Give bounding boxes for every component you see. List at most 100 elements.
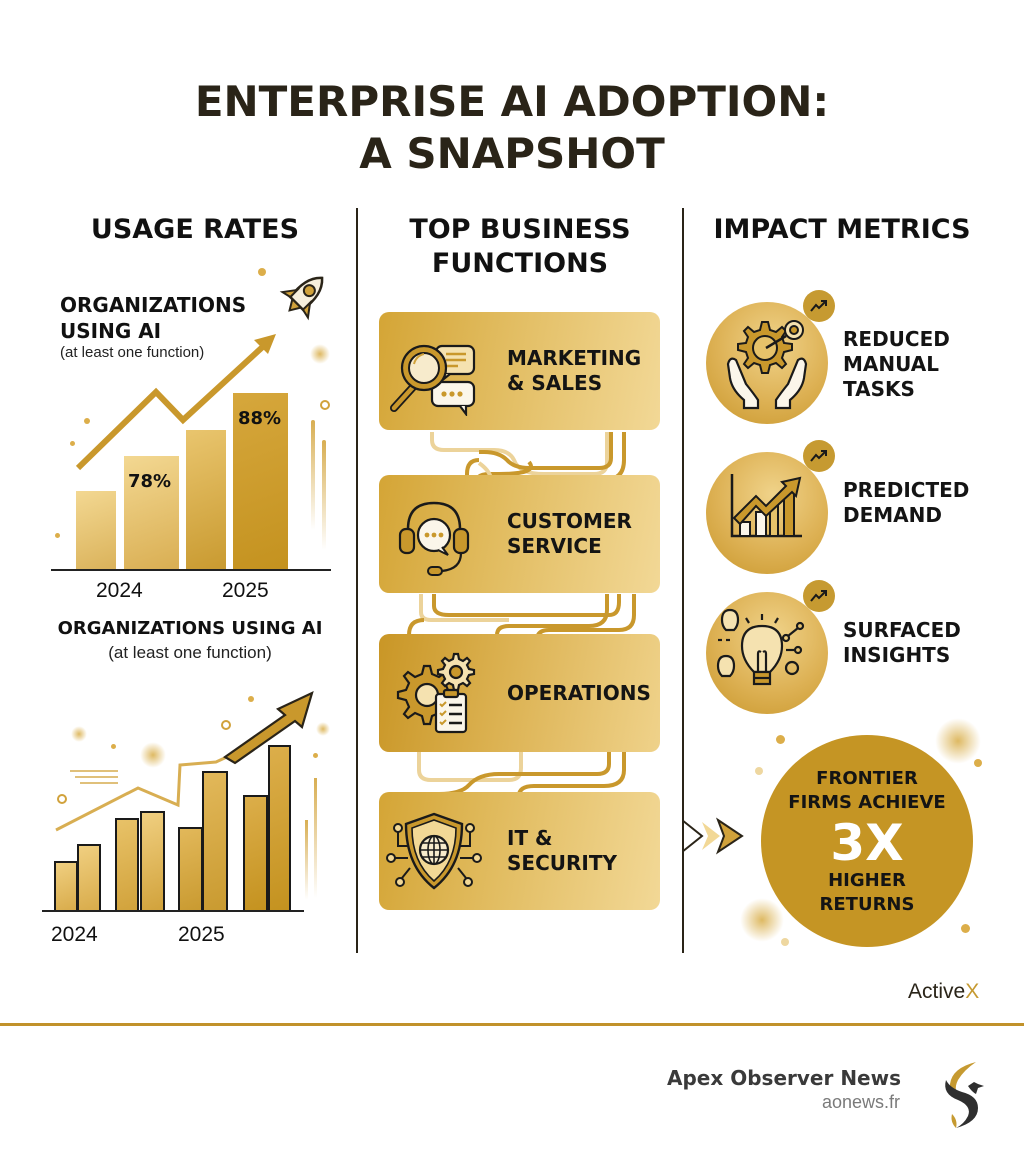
chart-2-bar <box>77 844 101 911</box>
chart-1-title-line-1: ORGANIZATIONS <box>60 293 247 317</box>
trend-up-badge-icon <box>803 290 835 322</box>
decor-dot <box>258 268 266 276</box>
chart-1-plot <box>0 0 350 570</box>
decor-line <box>314 778 317 898</box>
metric-label-line-1: PREDICTED <box>843 478 970 502</box>
decor-glow <box>140 742 166 768</box>
chart-2-x-axis <box>42 910 304 912</box>
decor-dot <box>70 441 75 446</box>
gears-checklist-icon <box>379 634 489 752</box>
decor-dot <box>961 924 970 933</box>
decor-dot <box>776 735 785 744</box>
double-chevron-icon <box>682 817 744 855</box>
usage-rates-heading: USAGE RATES <box>90 214 300 245</box>
decor-glow <box>310 344 330 364</box>
function-label: IT & SECURITY <box>507 826 617 876</box>
chart-2-bar <box>54 861 78 911</box>
decor-ring <box>57 794 67 804</box>
decor-dot <box>55 533 60 538</box>
function-card-customer-service: CUSTOMER SERVICE <box>379 475 660 593</box>
decor-glow <box>935 718 981 764</box>
impact-metric-reduced-manual-tasks: REDUCED MANUAL TASKS <box>706 290 1006 432</box>
shield-globe-icon <box>379 792 489 910</box>
metric-label: PREDICTED DEMAND <box>843 478 969 528</box>
brand-name: Apex Observer News <box>667 1066 901 1090</box>
chart-1-bar <box>233 393 288 570</box>
heading-line-1: TOP BUSINESS <box>409 214 631 245</box>
metric-label-line-1: SURFACED <box>843 618 961 642</box>
chart-1-bar <box>124 456 179 570</box>
frontier-firms-callout: FRONTIER FIRMS ACHIEVE 3X HIGHER RETURNS <box>761 735 973 947</box>
brand-logo-icon <box>945 1062 984 1128</box>
chart-1-bar-label-2025: 88% <box>238 408 282 429</box>
column-divider-right <box>682 208 684 953</box>
impact-metric-predicted-demand: PREDICTED DEMAND <box>706 440 1006 582</box>
watermark-text: Active <box>908 980 966 1003</box>
lightbulb-icon <box>716 608 805 686</box>
chart-2-bar <box>202 771 228 911</box>
chart-2-xtick-2025: 2025 <box>178 923 225 946</box>
title-line-2: A SNAPSHOT <box>359 129 665 178</box>
metric-icon-circle <box>706 452 828 574</box>
frontier-line-2: FIRMS ACHIEVE <box>788 792 946 813</box>
decor-dot <box>313 753 318 758</box>
decor-line <box>305 820 308 900</box>
frontier-line-1: FRONTIER <box>816 768 918 789</box>
chart-1-subtitle: (at least one function) <box>60 344 205 361</box>
metric-label-line-2: INSIGHTS <box>843 643 951 667</box>
footer-divider <box>0 1023 1024 1026</box>
chart-1-title-line-2: USING AI <box>60 319 162 343</box>
frontier-text-top: FRONTIER FIRMS ACHIEVE <box>761 767 973 815</box>
brand-url-link[interactable]: aonews.fr <box>821 1092 900 1112</box>
rocket-icon <box>279 276 324 321</box>
decor-dot <box>781 938 789 946</box>
chart-2-bar <box>140 811 165 911</box>
metric-label: SURFACED INSIGHTS <box>843 618 961 668</box>
metric-label: REDUCED MANUAL TASKS <box>843 327 950 402</box>
metric-label-line-1: REDUCED <box>843 327 950 351</box>
title-line-1: ENTERPRISE AI ADOPTION: <box>194 77 830 126</box>
column-divider-left <box>356 208 358 953</box>
chart-1-title: ORGANIZATIONS USING AI <box>60 292 246 344</box>
decor-glow <box>740 898 784 942</box>
watermark-x: X <box>965 980 980 1003</box>
frontier-multiplier: 3X <box>830 814 904 872</box>
decor-line <box>70 770 118 772</box>
metric-label-line-2: DEMAND <box>843 503 942 527</box>
trend-up-badge-icon <box>803 440 835 472</box>
hands-gear-icon <box>726 320 808 410</box>
chart-2-bar <box>115 818 139 911</box>
chart-2-xtick-2024: 2024 <box>51 923 98 946</box>
chart-2-bar <box>243 795 268 911</box>
chart-1-xtick-2025: 2025 <box>222 579 269 602</box>
decor-dot <box>111 744 116 749</box>
business-functions-heading: TOP BUSINESS FUNCTIONS <box>370 213 670 281</box>
decor-glow <box>71 726 87 742</box>
metric-label-line-3: TASKS <box>843 377 915 401</box>
function-card-it-security: IT & SECURITY <box>379 792 660 910</box>
magnifier-chat-icon <box>379 312 489 430</box>
impact-metric-surfaced-insights: SURFACED INSIGHTS <box>706 580 1006 722</box>
decor-dot <box>84 418 90 424</box>
function-label-line-2: & SALES <box>507 371 603 395</box>
chart-1-x-axis <box>51 569 331 571</box>
chart-1-bar-label-2024: 78% <box>128 471 172 492</box>
function-card-marketing-sales: MARKETING & SALES <box>379 312 660 430</box>
decor-ring <box>221 720 231 730</box>
function-label-line-1: OPERATIONS <box>507 680 651 705</box>
decor-dot <box>974 759 982 767</box>
decor-line <box>75 776 118 778</box>
chart-2-bar <box>178 827 203 911</box>
metric-label-line-2: MANUAL <box>843 352 939 376</box>
decor-dot <box>755 767 763 775</box>
function-label: MARKETING & SALES <box>507 346 641 396</box>
chart-1-xtick-2024: 2024 <box>96 579 143 602</box>
heading-line-2: FUNCTIONS <box>431 248 609 279</box>
metric-icon-circle <box>706 302 828 424</box>
decor-ring <box>320 400 330 410</box>
function-label: OPERATIONS <box>507 681 651 706</box>
chart-1-bar <box>186 430 226 570</box>
decor-line <box>311 420 315 530</box>
impact-metrics-heading: IMPACT METRICS <box>713 214 971 245</box>
decor-line <box>322 440 326 550</box>
